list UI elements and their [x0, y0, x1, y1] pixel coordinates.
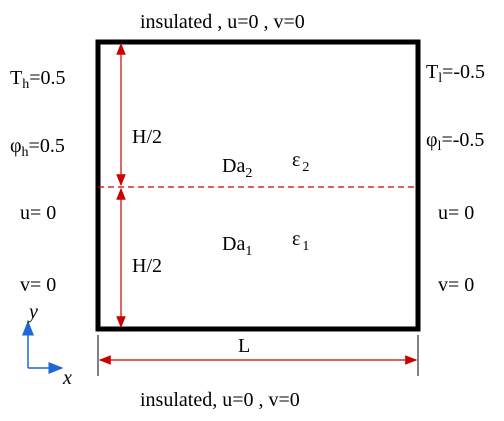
left-concentration-label: φh=0.5: [10, 135, 65, 160]
left-u-velocity-label: u= 0: [20, 202, 56, 224]
x-axis-label: x: [62, 367, 72, 389]
y-axis-label: y: [27, 301, 38, 323]
right-v-velocity-label: v= 0: [438, 274, 474, 296]
lower-darcy-label: Da1: [222, 233, 252, 259]
left-temperature-label: Th=0.5: [10, 67, 66, 92]
cavity-walls: [95, 39, 421, 332]
length-label: L: [238, 335, 250, 357]
right-temperature-label: Tl=-0.5: [426, 61, 485, 86]
top-boundary-label: insulated , u=0 , v=0: [140, 11, 305, 33]
right-concentration-label: φl=-0.5: [426, 129, 484, 154]
left-v-velocity-label: v= 0: [20, 274, 56, 296]
bottom-boundary-label: insulated, u=0 , v=0: [140, 389, 300, 411]
upper-darcy-label: Da2: [222, 155, 252, 181]
upper-height-label: H/2: [132, 126, 162, 148]
right-u-velocity-label: u= 0: [438, 202, 474, 224]
lower-height-label: H/2: [132, 255, 162, 277]
